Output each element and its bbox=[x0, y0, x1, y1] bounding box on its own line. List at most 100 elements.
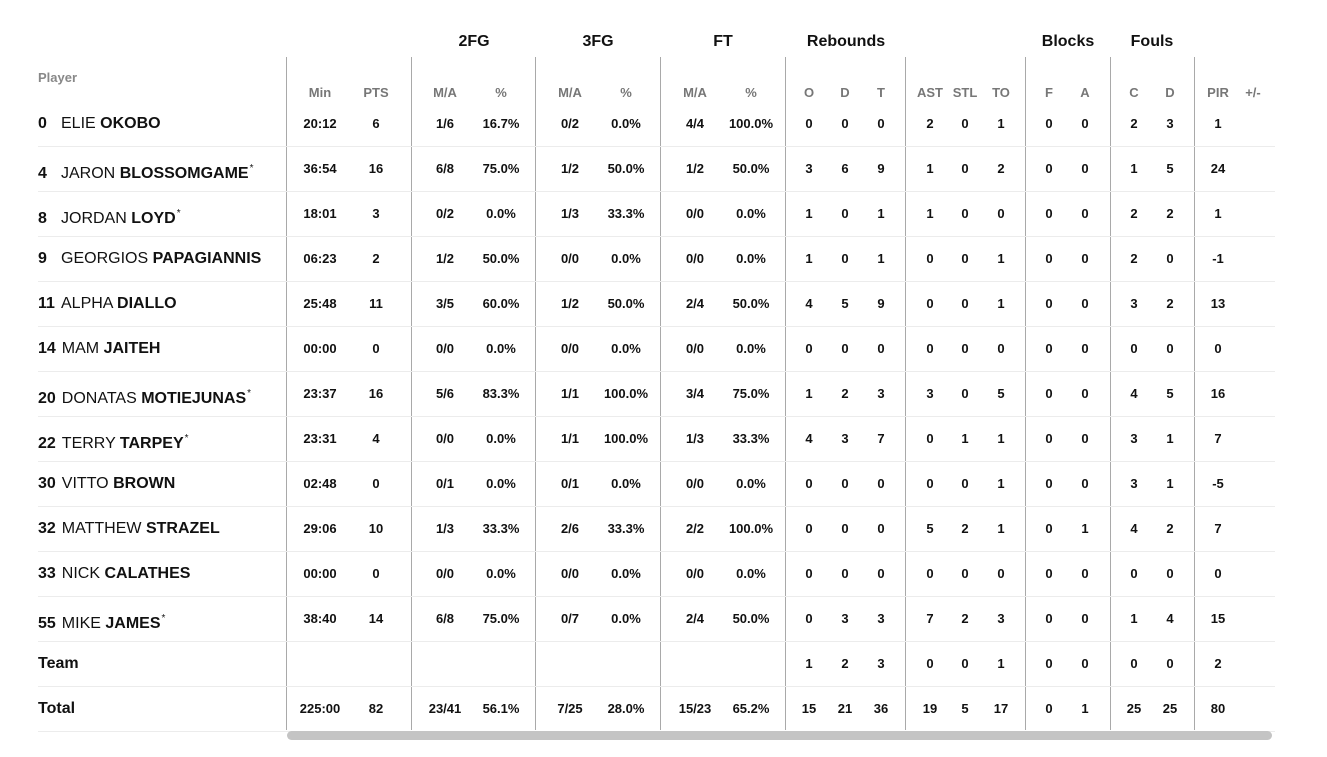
stat-blocks-for: 0 bbox=[1045, 701, 1053, 716]
stat-rebounds-offensive: 15 bbox=[801, 701, 817, 716]
column-divider bbox=[411, 57, 412, 730]
stat-assists: 3 bbox=[926, 386, 934, 401]
stat-blocks-for: 0 bbox=[1045, 386, 1053, 401]
stat-blocks-against: 0 bbox=[1081, 161, 1089, 176]
column-header-ft-made-attempted[interactable]: M/A bbox=[683, 85, 707, 100]
player-last-name[interactable]: JAMES bbox=[105, 615, 161, 632]
stat-blocks-for: 0 bbox=[1045, 656, 1053, 671]
column-divider bbox=[1194, 57, 1195, 730]
player-first-name: GEORGIOS bbox=[61, 250, 149, 267]
stat-min: 00:00 bbox=[303, 341, 337, 356]
stat-2fg-made-attempted: 0/0 bbox=[435, 341, 455, 356]
column-header-pir[interactable]: PIR bbox=[1207, 85, 1229, 100]
player-last-name[interactable]: OKOBO bbox=[100, 115, 161, 132]
column-header-ft-percent[interactable]: % bbox=[745, 85, 757, 100]
column-header-3fg-made-attempted[interactable]: M/A bbox=[558, 85, 582, 100]
stat-2fg-made-attempted: 0/0 bbox=[435, 431, 455, 446]
stat-pir: 0 bbox=[1214, 341, 1222, 356]
stat-fouls-drawn: 5 bbox=[1166, 386, 1174, 401]
stat-rebounds-total: 7 bbox=[877, 431, 885, 446]
player-row: 4 JARON BLOSSOMGAME* 36:54 16 6/8 75.0% 1/2 50.… bbox=[38, 146, 1275, 192]
stat-min: 02:48 bbox=[303, 476, 337, 491]
stat-blocks-for: 0 bbox=[1045, 521, 1053, 536]
player-last-name[interactable]: JAITEH bbox=[103, 340, 161, 357]
column-header-2fg-percent[interactable]: % bbox=[495, 85, 507, 100]
stat-2fg-made-attempted: 5/6 bbox=[435, 386, 455, 401]
column-header-turnovers[interactable]: TO bbox=[992, 85, 1010, 100]
jersey-number: 9 bbox=[38, 250, 47, 267]
player-last-name[interactable]: LOYD bbox=[131, 210, 176, 227]
stat-ft-made-attempted: 15/23 bbox=[678, 701, 712, 716]
column-divider bbox=[286, 57, 287, 730]
column-divider bbox=[1025, 57, 1026, 730]
column-divider bbox=[785, 57, 786, 730]
column-header-assists[interactable]: AST bbox=[917, 85, 943, 100]
stat-2fg-made-attempted: 23/41 bbox=[428, 701, 462, 716]
stat-ft-made-attempted: 0/0 bbox=[685, 206, 705, 221]
stat-fouls-committed: 3 bbox=[1130, 431, 1138, 446]
stat-3fg-percent: 0.0% bbox=[611, 476, 641, 491]
column-header-rebounds-total[interactable]: T bbox=[877, 85, 885, 100]
stat-turnovers: 5 bbox=[997, 386, 1005, 401]
column-header-steals[interactable]: STL bbox=[952, 85, 978, 100]
player-last-name[interactable]: STRAZEL bbox=[145, 520, 220, 537]
stat-rebounds-offensive: 0 bbox=[805, 566, 813, 581]
column-header-3fg-percent[interactable]: % bbox=[620, 85, 632, 100]
stat-pts: 0 bbox=[372, 476, 380, 491]
stat-rebounds-defensive: 0 bbox=[841, 566, 849, 581]
player-last-name[interactable]: DIALLO bbox=[117, 295, 177, 312]
stat-2fg-percent: 0.0% bbox=[486, 431, 516, 446]
column-header-fouls-drawn[interactable]: D bbox=[1165, 85, 1175, 100]
stat-rebounds-total: 3 bbox=[877, 656, 885, 671]
stat-pts: 16 bbox=[368, 386, 384, 401]
stat-rebounds-defensive: 21 bbox=[837, 701, 853, 716]
stat-blocks-against: 0 bbox=[1081, 611, 1089, 626]
stat-3fg-made-attempted: 1/2 bbox=[560, 161, 580, 176]
stat-assists: 0 bbox=[926, 476, 934, 491]
stat-rebounds-defensive: 0 bbox=[841, 251, 849, 266]
stat-pir: -5 bbox=[1212, 476, 1224, 491]
stat-2fg-made-attempted: 1/3 bbox=[435, 521, 455, 536]
stat-pir: 24 bbox=[1210, 161, 1226, 176]
player-row: 33 NICK CALATHES 00:00 0 0/0 0.0% 0/0 0.0% 0/0 0.… bbox=[38, 551, 1275, 597]
column-header-rebounds-defensive[interactable]: D bbox=[840, 85, 850, 100]
stat-fouls-drawn: 2 bbox=[1166, 521, 1174, 536]
stat-blocks-for: 0 bbox=[1045, 476, 1053, 491]
player-last-name[interactable]: PAPAGIANNIS bbox=[152, 250, 262, 267]
column-header-pts[interactable]: PTS bbox=[363, 85, 389, 100]
stat-3fg-percent: 100.0% bbox=[603, 431, 649, 446]
group-header-ft: FT bbox=[713, 33, 733, 50]
stat-3fg-made-attempted: 0/1 bbox=[560, 476, 580, 491]
stat-min: 18:01 bbox=[303, 206, 337, 221]
column-header-2fg-made-attempted[interactable]: M/A bbox=[433, 85, 457, 100]
stat-ft-percent: 100.0% bbox=[728, 116, 774, 131]
stat-rebounds-offensive: 1 bbox=[805, 656, 813, 671]
player-last-name[interactable]: TARPEY bbox=[119, 435, 184, 452]
stat-rebounds-defensive: 6 bbox=[841, 161, 849, 176]
player-last-name[interactable]: MOTIEJUNAS bbox=[141, 390, 247, 407]
column-header-plus-minus[interactable]: +/- bbox=[1245, 85, 1261, 100]
stat-fouls-committed: 4 bbox=[1130, 521, 1138, 536]
column-header-blocks-against[interactable]: A bbox=[1080, 85, 1090, 100]
player-last-name[interactable]: CALATHES bbox=[104, 565, 191, 582]
column-header-blocks-for[interactable]: F bbox=[1045, 85, 1053, 100]
player-last-name[interactable]: BLOSSOMGAME bbox=[119, 165, 249, 182]
column-header-fouls-committed[interactable]: C bbox=[1129, 85, 1139, 100]
stat-assists: 19 bbox=[922, 701, 938, 716]
stat-2fg-percent: 75.0% bbox=[482, 611, 520, 626]
column-header-min[interactable]: Min bbox=[308, 85, 332, 100]
jersey-number: 0 bbox=[38, 115, 47, 132]
stat-assists: 1 bbox=[926, 161, 934, 176]
stat-3fg-made-attempted: 0/0 bbox=[560, 341, 580, 356]
stat-2fg-made-attempted: 1/6 bbox=[435, 116, 455, 131]
stat-plus-minus bbox=[1223, 461, 1283, 506]
stat-blocks-against: 0 bbox=[1081, 386, 1089, 401]
column-header-rebounds-offensive[interactable]: O bbox=[803, 85, 815, 100]
stat-ft-percent: 50.0% bbox=[732, 161, 770, 176]
column-divider bbox=[1110, 57, 1111, 730]
horizontal-scrollbar[interactable] bbox=[287, 731, 1272, 740]
player-first-name: NICK bbox=[61, 565, 101, 582]
stat-fouls-drawn: 25 bbox=[1162, 701, 1178, 716]
stat-rebounds-offensive: 1 bbox=[805, 251, 813, 266]
player-last-name[interactable]: BROWN bbox=[113, 475, 176, 492]
